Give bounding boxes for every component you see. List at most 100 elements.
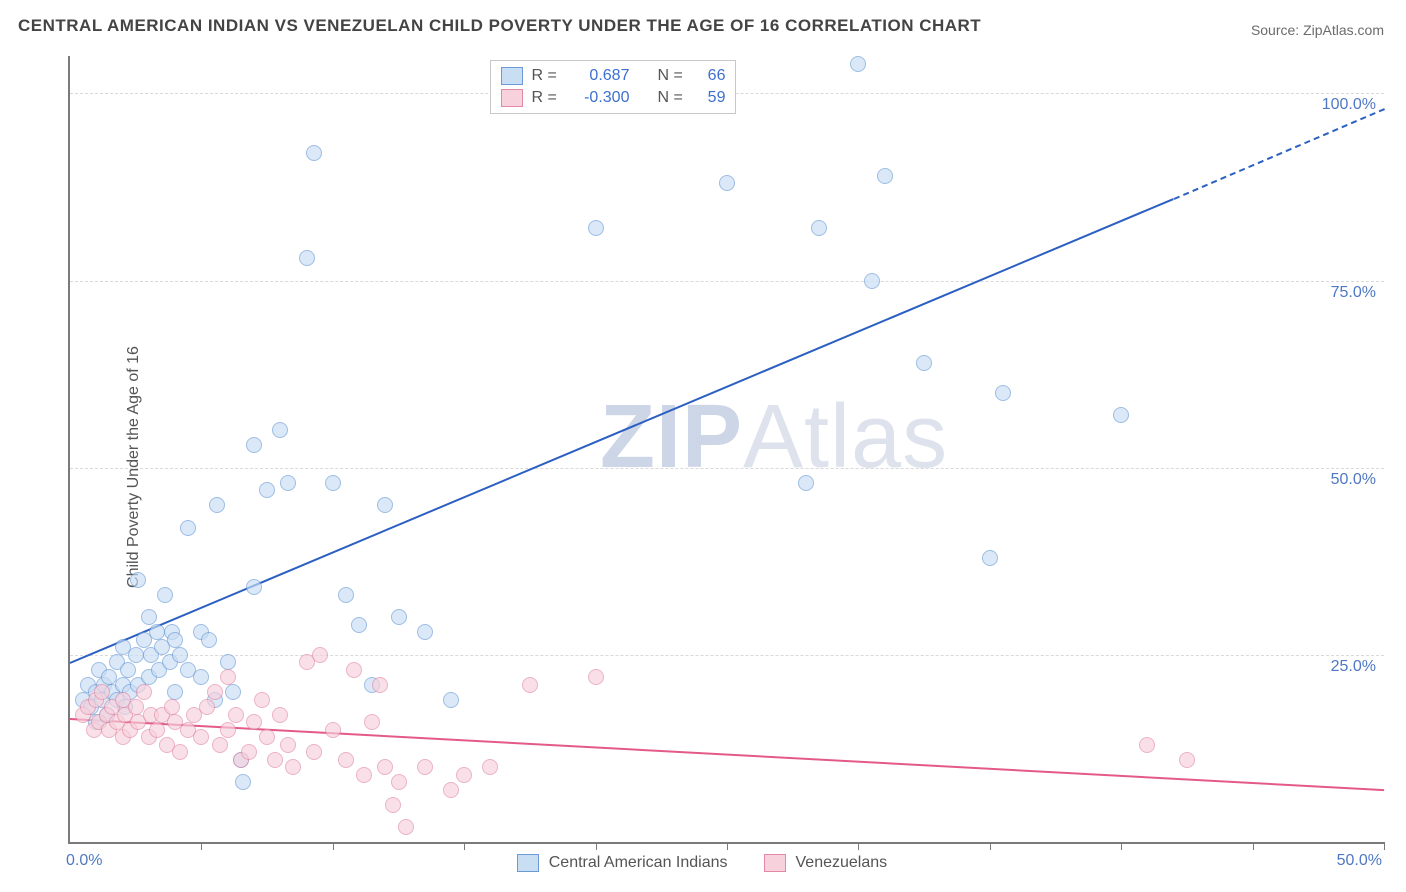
source-label: Source: <box>1251 22 1303 38</box>
y-tick-label: 25.0% <box>1331 658 1376 676</box>
data-point <box>94 684 110 700</box>
data-point <box>306 744 322 760</box>
data-point <box>199 699 215 715</box>
x-tick <box>201 842 202 850</box>
n-label: N = <box>657 67 687 85</box>
r-value: 0.687 <box>569 67 629 85</box>
x-tick <box>1384 842 1385 850</box>
x-tick-label: 0.0% <box>66 852 102 870</box>
data-point <box>588 669 604 685</box>
legend-swatch <box>764 854 786 872</box>
data-point <box>325 722 341 738</box>
data-point <box>482 759 498 775</box>
data-point <box>798 475 814 491</box>
data-point <box>864 273 880 289</box>
data-point <box>443 782 459 798</box>
plot-area: ZIPAtlas 25.0%50.0%75.0%100.0%0.0%50.0%R… <box>68 56 1384 844</box>
data-point <box>346 662 362 678</box>
data-point <box>246 437 262 453</box>
data-point <box>201 632 217 648</box>
x-tick <box>596 842 597 850</box>
data-point <box>1179 752 1195 768</box>
chart-area: Child Poverty Under the Age of 16 ZIPAtl… <box>18 50 1388 884</box>
data-point <box>916 355 932 371</box>
data-point <box>246 579 262 595</box>
data-point <box>241 744 257 760</box>
data-point <box>982 550 998 566</box>
y-tick-label: 100.0% <box>1322 96 1376 114</box>
data-point <box>272 422 288 438</box>
data-point <box>193 729 209 745</box>
data-point <box>172 744 188 760</box>
source: Source: ZipAtlas.com <box>1251 22 1384 38</box>
x-tick <box>727 842 728 850</box>
legend-swatch <box>501 67 523 85</box>
x-tick <box>1121 842 1122 850</box>
x-tick <box>464 842 465 850</box>
data-point <box>259 482 275 498</box>
data-point <box>995 385 1011 401</box>
data-point <box>285 759 301 775</box>
data-point <box>220 669 236 685</box>
data-point <box>220 722 236 738</box>
legend-swatch <box>517 854 539 872</box>
n-value: 66 <box>695 67 725 85</box>
correlation-legend-row: R = 0.687 N = 66 <box>501 65 725 87</box>
x-tick <box>1253 842 1254 850</box>
data-point <box>372 677 388 693</box>
data-point <box>312 647 328 663</box>
data-point <box>306 145 322 161</box>
data-point <box>136 684 152 700</box>
data-point <box>456 767 472 783</box>
chart-title: CENTRAL AMERICAN INDIAN VS VENEZUELAN CH… <box>18 16 981 36</box>
gridline <box>70 655 1384 656</box>
correlation-legend: R =0.687N =66R =-0.300N =59 <box>490 60 736 114</box>
r-label: R = <box>531 89 561 107</box>
data-point <box>391 774 407 790</box>
data-point <box>338 587 354 603</box>
data-point <box>193 669 209 685</box>
data-point <box>128 647 144 663</box>
data-point <box>356 767 372 783</box>
x-tick <box>990 842 991 850</box>
series-legend: Central American IndiansVenezuelans <box>517 854 913 872</box>
y-tick-label: 75.0% <box>1331 284 1376 302</box>
data-point <box>391 609 407 625</box>
n-value: 59 <box>695 89 725 107</box>
data-point <box>128 699 144 715</box>
data-point <box>522 677 538 693</box>
data-point <box>167 684 183 700</box>
data-point <box>228 707 244 723</box>
data-point <box>338 752 354 768</box>
r-value: -0.300 <box>569 89 629 107</box>
data-point <box>280 475 296 491</box>
source-value: ZipAtlas.com <box>1303 22 1384 38</box>
data-point <box>207 684 223 700</box>
x-tick <box>858 842 859 850</box>
data-point <box>417 624 433 640</box>
data-point <box>850 56 866 72</box>
data-point <box>130 572 146 588</box>
data-point <box>209 497 225 513</box>
data-point <box>259 729 275 745</box>
data-point <box>164 699 180 715</box>
data-point <box>141 609 157 625</box>
r-label: R = <box>531 67 561 85</box>
correlation-legend-row: R =-0.300N =59 <box>501 87 725 109</box>
data-point <box>385 797 401 813</box>
data-point <box>325 475 341 491</box>
data-point <box>877 168 893 184</box>
trend-line-dashed <box>1173 108 1384 200</box>
data-point <box>254 692 270 708</box>
watermark-zip: ZIP <box>600 387 743 487</box>
data-point <box>180 520 196 536</box>
x-tick <box>333 842 334 850</box>
data-point <box>811 220 827 236</box>
data-point <box>299 250 315 266</box>
data-point <box>167 632 183 648</box>
data-point <box>364 714 380 730</box>
data-point <box>443 692 459 708</box>
data-point <box>351 617 367 633</box>
data-point <box>220 654 236 670</box>
data-point <box>588 220 604 236</box>
